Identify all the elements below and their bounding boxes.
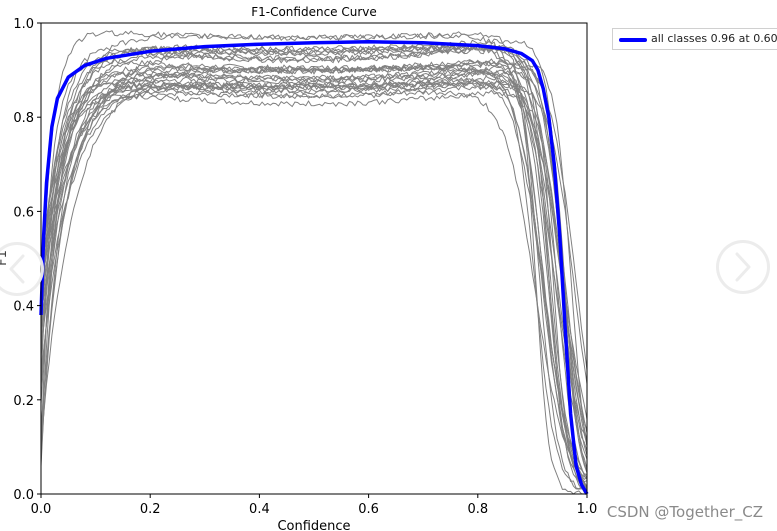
x-tick-label: 0.2 [140,502,161,517]
watermark: CSDN @Together_CZ [606,503,763,521]
class-curve-line [40,90,588,480]
class-curve-line [40,59,588,446]
all-classes-curve-line [39,40,589,495]
x-axis: 0.0 0.2 0.4 0.6 0.8 1.0 [31,494,598,517]
chart-legend: all classes 0.96 at 0.600 [612,28,777,50]
y-tick-label: 0.0 [13,488,34,503]
class-curve-line [40,67,588,420]
y-tick-label: 0.6 [13,205,34,220]
class-curve-line [40,80,588,487]
class-curve-line [40,38,588,473]
class-curve-line [40,69,588,463]
class-curve-line [40,82,588,384]
class-curve-line [40,30,588,494]
y-axis: 0.0 0.2 0.4 0.6 0.8 1.0 [13,17,41,503]
chart-title: F1-Confidence Curve [251,5,377,19]
y-tick-label: 0.2 [13,394,34,409]
chevron-right-icon [735,252,751,282]
x-axis-label: Confidence [277,519,350,531]
y-tick-label: 0.8 [13,111,34,126]
class-curve-line [40,43,588,446]
legend-label-all-classes: all classes 0.96 at 0.600 [651,32,777,45]
previous-image-button[interactable] [0,242,44,296]
y-tick-label: 1.0 [13,17,34,32]
chevron-left-icon [9,254,25,284]
x-tick-label: 0.0 [31,502,52,517]
class-curve-line [40,58,588,371]
class-curve-line [40,65,588,495]
x-tick-label: 0.6 [358,502,379,517]
x-tick-label: 0.4 [249,502,270,517]
all-classes-curve-group [39,40,589,495]
x-tick-label: 1.0 [577,502,598,517]
legend-swatch-all-classes [619,38,647,42]
y-tick-label: 0.4 [13,300,34,315]
x-tick-label: 0.8 [467,502,488,517]
next-image-button[interactable] [716,240,770,294]
class-curve-line [40,76,588,475]
